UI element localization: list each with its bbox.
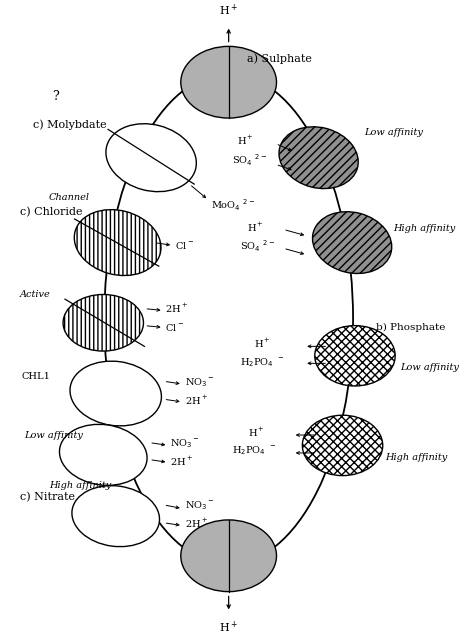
Ellipse shape [59,424,147,486]
Text: H$^+$: H$^+$ [219,620,238,635]
Text: High affinity: High affinity [393,224,455,233]
Text: MoO$_4$ $^{2-}$: MoO$_4$ $^{2-}$ [211,197,256,212]
Text: H$^+$: H$^+$ [248,426,265,439]
Text: 2H$^+$: 2H$^+$ [170,455,193,468]
Text: SO$_4$ $^{2-}$: SO$_4$ $^{2-}$ [240,239,276,254]
Text: 2H$^+$: 2H$^+$ [185,517,208,530]
Text: SO$_4$ $^{2-}$: SO$_4$ $^{2-}$ [233,152,268,168]
Ellipse shape [315,325,395,386]
Ellipse shape [312,212,392,274]
Text: Low affinity: Low affinity [400,362,459,371]
Text: b) Phosphate: b) Phosphate [376,323,446,332]
Text: Low affinity: Low affinity [24,431,83,440]
Text: c) Chloride: c) Chloride [20,207,83,218]
Ellipse shape [279,127,358,189]
Text: H$^+$: H$^+$ [247,221,264,234]
Text: c) Nitrate: c) Nitrate [20,492,75,503]
Text: NO$_3$$^-$: NO$_3$$^-$ [185,376,214,389]
Text: Cl$^-$: Cl$^-$ [166,322,185,333]
Ellipse shape [181,47,277,118]
Text: CHL1: CHL1 [22,372,51,381]
Text: 2H$^+$: 2H$^+$ [166,302,188,315]
Text: H$_2$PO$_4$ $^-$: H$_2$PO$_4$ $^-$ [240,356,284,369]
Text: NO$_3$$^-$: NO$_3$$^-$ [170,437,200,450]
Text: 2H$^+$: 2H$^+$ [185,394,208,406]
Text: ?: ? [52,90,59,103]
Text: High affinity: High affinity [386,453,448,462]
Text: a) Sulphate: a) Sulphate [247,54,312,64]
Ellipse shape [303,415,383,475]
Text: NO$_3$$^-$: NO$_3$$^-$ [185,500,214,512]
Ellipse shape [106,124,196,191]
Text: H$_2$PO$_4$ $^-$: H$_2$PO$_4$ $^-$ [233,445,277,457]
Text: c) Molybdate: c) Molybdate [34,119,107,130]
Text: Cl$^-$: Cl$^-$ [175,240,194,251]
Ellipse shape [74,210,161,276]
Text: H$^+$: H$^+$ [254,337,271,350]
Text: Channel: Channel [49,193,90,202]
Ellipse shape [181,520,277,591]
Text: Active: Active [20,290,51,299]
Text: H$^+$: H$^+$ [237,134,254,147]
Ellipse shape [70,361,161,426]
Text: Low affinity: Low affinity [364,128,423,137]
Text: High affinity: High affinity [49,480,111,489]
Ellipse shape [63,295,143,351]
Ellipse shape [72,486,160,547]
Text: H$^+$: H$^+$ [219,3,238,18]
